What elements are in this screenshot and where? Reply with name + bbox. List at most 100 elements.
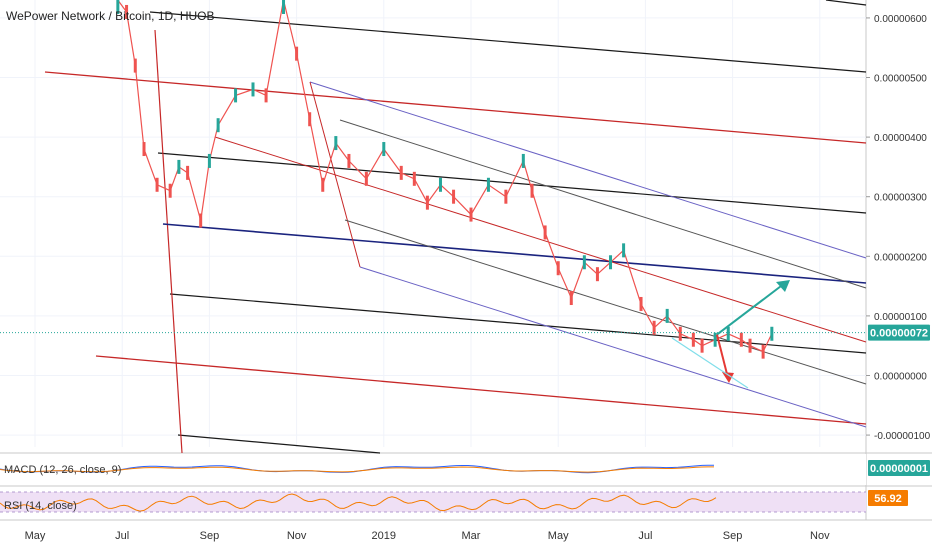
price-candle	[199, 213, 203, 228]
price-candle	[652, 320, 656, 335]
bearish-arrowhead	[722, 372, 734, 383]
trend-line[interactable]	[359, 266, 867, 428]
time-tick-label: Sep	[723, 530, 743, 542]
price-tick-label: 0.00000000	[874, 371, 927, 382]
bullish-arrowhead	[776, 280, 790, 292]
price-candle	[364, 171, 368, 186]
price-candle	[321, 177, 325, 192]
price-candle	[347, 153, 351, 168]
time-tick-label: Sep	[200, 530, 220, 542]
price-candle	[748, 338, 752, 353]
price-tick-label: 0.00000600	[874, 14, 927, 25]
time-axis[interactable]: May Jul Sep Nov 2019 Mar May Jul Sep Nov	[25, 530, 830, 542]
annotations	[671, 280, 790, 389]
macd-value: 0.00000001	[870, 463, 928, 475]
rsi-line	[0, 493, 717, 512]
time-tick-label: May	[25, 530, 46, 542]
price-tick-label: 0.00000400	[874, 133, 927, 144]
trend-line[interactable]	[339, 119, 867, 289]
price-series	[116, 0, 774, 359]
price-candle	[770, 326, 774, 341]
price-candle	[142, 142, 146, 157]
price-candle	[452, 189, 456, 204]
price-candle	[700, 338, 704, 353]
macd-signal-line	[0, 466, 714, 473]
price-candle	[155, 177, 159, 192]
time-tick-label: Jul	[638, 530, 652, 542]
price-candle	[569, 291, 573, 306]
rsi-label: RSI (14, close)	[4, 500, 77, 512]
price-candle	[678, 326, 682, 341]
time-tick-label: Nov	[810, 530, 830, 542]
price-candle	[168, 183, 172, 198]
price-candle	[530, 183, 534, 198]
trend-line[interactable]	[44, 71, 867, 144]
price-candle	[556, 261, 560, 276]
price-candle	[622, 243, 626, 258]
bullish-arrow[interactable]	[716, 282, 786, 336]
trend-line[interactable]	[177, 434, 381, 454]
price-candle	[438, 177, 442, 192]
price-candle	[186, 165, 190, 180]
trend-line[interactable]	[344, 219, 867, 385]
price-candle	[639, 296, 643, 311]
time-tick-label: May	[548, 530, 569, 542]
trend-line[interactable]	[162, 223, 867, 284]
price-candle	[334, 136, 338, 151]
price-candle	[282, 0, 286, 14]
price-candle	[251, 82, 255, 97]
time-tick-label: Nov	[287, 530, 307, 542]
price-candle	[207, 153, 211, 168]
price-candle	[308, 112, 312, 127]
last-price-badge: 0.00000072	[868, 324, 930, 341]
trend-line[interactable]	[671, 337, 749, 389]
chart-title: WePower Network / Bitcoin, 1D, HUOB	[6, 9, 215, 23]
time-tick-label: 2019	[372, 530, 396, 542]
price-candle	[216, 118, 220, 133]
bearish-arrow[interactable]	[716, 334, 729, 379]
trend-line[interactable]	[154, 29, 183, 454]
price-candle	[582, 255, 586, 270]
price-candle	[295, 46, 299, 61]
time-tick-label: Jul	[115, 530, 129, 542]
price-candle	[739, 332, 743, 347]
price-candle	[761, 344, 765, 359]
trend-line[interactable]	[825, 0, 867, 6]
price-candle	[425, 195, 429, 210]
price-candle	[504, 189, 508, 204]
price-tick-label: 0.00000500	[874, 74, 927, 85]
price-candle	[264, 88, 268, 103]
price-candle	[412, 171, 416, 186]
trend-line[interactable]	[95, 355, 867, 425]
price-tick-label: 0.00000300	[874, 193, 927, 204]
price-candle	[399, 165, 403, 180]
price-candle	[133, 58, 137, 73]
rsi-pane[interactable]: RSI (14, close) 56.92	[0, 490, 908, 513]
price-tick-label: -0.00000100	[874, 431, 931, 442]
trend-line[interactable]	[149, 11, 867, 73]
price-candle	[234, 88, 238, 103]
rsi-value: 56.92	[874, 493, 902, 505]
price-candle	[177, 159, 181, 174]
price-candle	[543, 225, 547, 240]
price-candle	[521, 153, 525, 168]
price-candle	[713, 332, 717, 347]
price-pane[interactable]	[0, 0, 866, 453]
price-candle	[469, 207, 473, 222]
price-candle	[665, 308, 669, 323]
price-candle	[125, 4, 129, 19]
price-tick-label: 0.00000200	[874, 252, 927, 263]
price-candle	[609, 255, 613, 270]
price-candle	[691, 332, 695, 347]
macd-label: MACD (12, 26, close, 9)	[4, 464, 121, 476]
price-candle	[726, 326, 730, 341]
price-candle	[116, 0, 120, 14]
price-tick-label: 0.00000100	[874, 312, 927, 323]
trend-line[interactable]	[309, 81, 867, 259]
macd-pane[interactable]: MACD (12, 26, close, 9) 0.00000001	[0, 454, 930, 485]
trend-line[interactable]	[214, 136, 867, 343]
price-axis[interactable]	[866, 0, 932, 520]
time-tick-label: Mar	[462, 530, 481, 542]
price-candle	[486, 177, 490, 192]
